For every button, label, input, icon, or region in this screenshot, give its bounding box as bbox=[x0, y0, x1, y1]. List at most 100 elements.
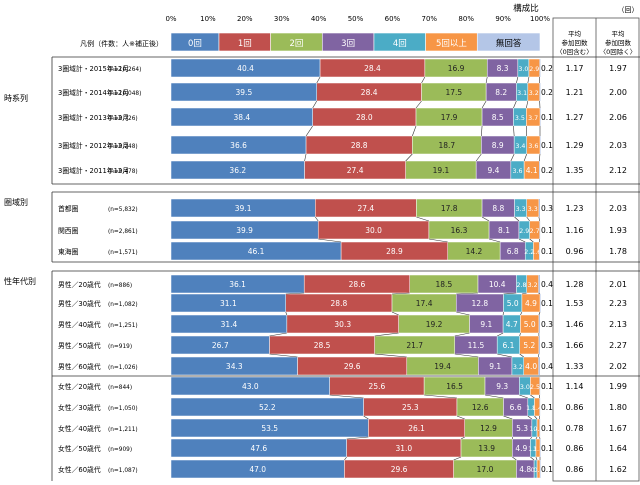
bar-connector-line bbox=[312, 100, 318, 109]
stat-avg-excl: 2.23 bbox=[609, 299, 627, 308]
bar-value-label: 16.3 bbox=[451, 226, 468, 235]
row-label: 男性／50歳代 bbox=[58, 341, 101, 350]
bar-value-label: 2.5 bbox=[530, 384, 540, 391]
bar-connector-line bbox=[488, 238, 501, 243]
bar-value-label: 9.1 bbox=[489, 362, 501, 371]
bar-connector-line bbox=[484, 394, 504, 399]
row-n-label: (n=1,211) bbox=[108, 427, 138, 433]
bar-connector-line bbox=[538, 311, 541, 316]
stat-header-line: 参加回数 bbox=[605, 38, 632, 47]
bar-connector-line bbox=[344, 456, 347, 461]
bar-value-label: 0.8 bbox=[534, 467, 544, 474]
bar-value-label: 18.7 bbox=[438, 141, 455, 150]
bar-connector-line bbox=[424, 394, 458, 399]
bar-connector-line bbox=[475, 153, 482, 162]
bar-connector-line bbox=[538, 153, 541, 162]
bar-connector-line bbox=[392, 292, 410, 295]
bar-connector-line bbox=[456, 311, 470, 316]
bar-value-label: 5.2 bbox=[523, 341, 535, 350]
stat-avg-incl: 1.27 bbox=[566, 113, 584, 122]
bar-value-label: 10.4 bbox=[489, 280, 506, 289]
bar-value-label: 9.1 bbox=[480, 320, 492, 329]
bar-value-label: 39.5 bbox=[236, 88, 253, 97]
row-n-label: (n=1,082) bbox=[108, 302, 138, 308]
row-label: 3圏域計・2011年12月 bbox=[58, 166, 129, 175]
bar-value-label: 1.8 bbox=[526, 405, 536, 412]
bar-value-label: 21.7 bbox=[406, 341, 423, 350]
bar-connector-line bbox=[526, 216, 530, 222]
stat-avg-excl: 2.03 bbox=[609, 141, 627, 150]
x-tick-label: 30% bbox=[274, 15, 290, 23]
bar-connector-line bbox=[485, 76, 488, 84]
row-n-label: (n=1,026) bbox=[108, 365, 138, 371]
bar-value-label: 5.3 bbox=[516, 424, 528, 433]
bar-value-label: 4.9 bbox=[525, 299, 537, 308]
x-tick-label: 50% bbox=[348, 15, 364, 23]
bar-value-label: 46.1 bbox=[248, 247, 265, 256]
bar-connector-line bbox=[315, 216, 319, 222]
bar-connector-line bbox=[456, 415, 465, 420]
bar-value-label: 28.4 bbox=[361, 88, 378, 97]
row-n-label: (n=10,048) bbox=[108, 91, 141, 97]
bar-segment bbox=[533, 241, 540, 261]
row-n-label: (n=1,087) bbox=[108, 468, 138, 474]
stat-avg-incl: 0.86 bbox=[566, 465, 584, 474]
bar-connector-line bbox=[304, 153, 307, 162]
bar-value-label: 43.0 bbox=[242, 382, 259, 391]
bar-value-label: 31.4 bbox=[221, 320, 238, 329]
stat-header-line: 平均 bbox=[612, 29, 626, 38]
bar-segment bbox=[539, 377, 541, 395]
bar-value-label: 8.3 bbox=[497, 64, 509, 73]
bar-connector-line bbox=[481, 100, 487, 109]
bar-value-label: 4.9 bbox=[515, 444, 527, 453]
bar-connector-line bbox=[305, 125, 313, 137]
x-tick-label: 60% bbox=[385, 15, 401, 23]
bar-value-label: 0.1 bbox=[541, 403, 553, 412]
bar-value-label: 4.0 bbox=[525, 362, 537, 371]
bar-value-label: 4.8 bbox=[519, 465, 531, 474]
group-label: 性年代別 bbox=[4, 276, 36, 286]
bar-value-label: 0.3 bbox=[541, 320, 553, 329]
row-label: 3圏域計・2012年12月 bbox=[58, 141, 129, 150]
row-n-label: (n=9,726) bbox=[108, 116, 138, 122]
bar-connector-line bbox=[318, 238, 342, 243]
stat-avg-excl: 2.02 bbox=[609, 362, 627, 371]
bar-value-label: 25.6 bbox=[369, 382, 386, 391]
bar-value-label: 0.1 bbox=[541, 424, 553, 433]
bar-value-label: 0.1 bbox=[541, 382, 553, 391]
bar-segment bbox=[539, 161, 540, 179]
bar-value-label: 0.1 bbox=[541, 465, 553, 474]
stat-avg-incl: 1.28 bbox=[566, 280, 584, 289]
x-tick-label: 100% bbox=[530, 15, 550, 23]
row-n-label: (n=9,478) bbox=[108, 169, 138, 175]
bar-value-label: 1.4 bbox=[532, 405, 542, 412]
stat-avg-excl: 2.06 bbox=[609, 113, 627, 122]
row-label: 女性／30歳代 bbox=[58, 403, 101, 412]
bar-value-label: 0.2 bbox=[541, 64, 553, 73]
bar-value-label: 3.2 bbox=[529, 90, 539, 97]
legend-label: 0回 bbox=[188, 39, 202, 49]
bar-value-label: 5.0 bbox=[524, 320, 536, 329]
stat-avg-excl: 1.78 bbox=[609, 247, 627, 256]
bar-value-label: 17.4 bbox=[416, 299, 433, 308]
row-label: 女性／20歳代 bbox=[58, 382, 101, 391]
bar-segment bbox=[540, 439, 541, 457]
bar-connector-line bbox=[534, 415, 538, 420]
bar-connector-line bbox=[497, 332, 504, 337]
bar-value-label: 19.4 bbox=[434, 362, 451, 371]
bar-value-label: 3.3 bbox=[528, 206, 538, 213]
row-n-label: (n=2,861) bbox=[108, 229, 138, 235]
bar-connector-line bbox=[523, 153, 527, 162]
row-label: 女性／50歳代 bbox=[58, 444, 101, 453]
bar-value-label: 28.4 bbox=[364, 64, 381, 73]
bar-connector-line bbox=[513, 125, 515, 137]
bar-value-label: 34.3 bbox=[226, 362, 243, 371]
stat-avg-excl: 1.62 bbox=[609, 465, 627, 474]
bar-value-label: 38.4 bbox=[233, 113, 250, 122]
bar-segment bbox=[540, 460, 541, 478]
stat-avg-excl: 2.01 bbox=[609, 280, 627, 289]
bar-value-label: 1.6 bbox=[531, 249, 541, 256]
row-n-label: (n=886) bbox=[108, 283, 132, 289]
stat-avg-incl: 1.16 bbox=[566, 226, 584, 235]
group-label: 圏域別 bbox=[4, 197, 28, 207]
